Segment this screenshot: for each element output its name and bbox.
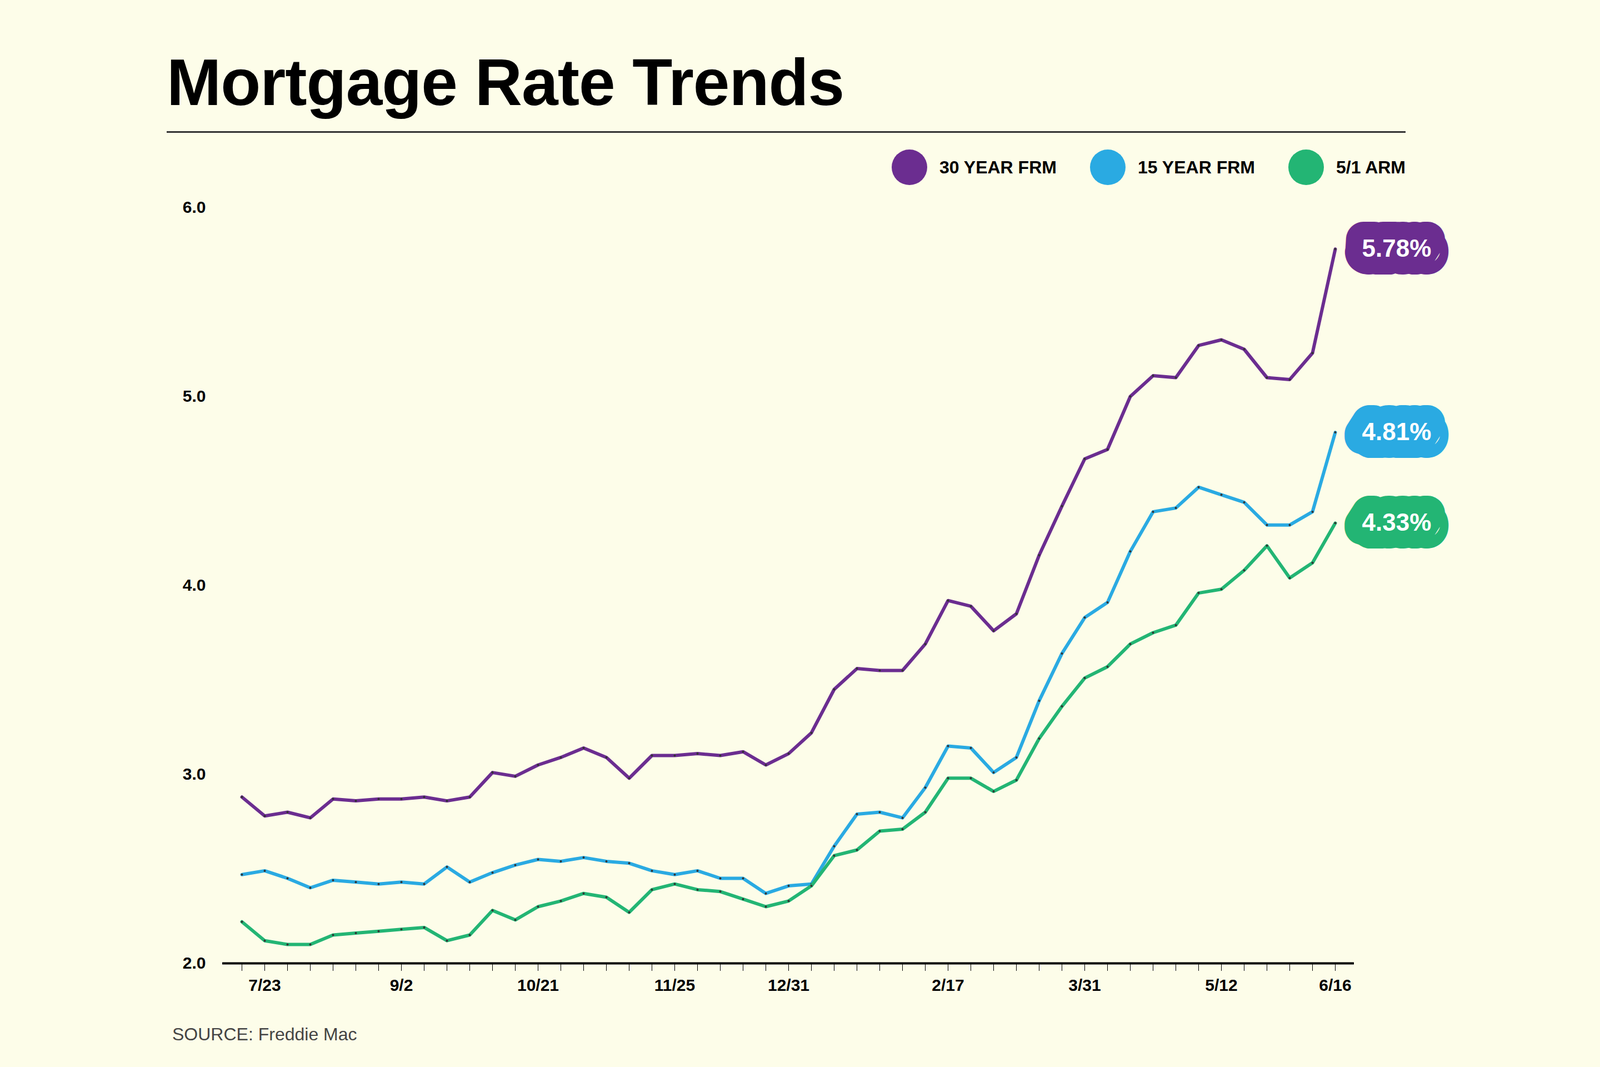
svg-text:4.0: 4.0 xyxy=(182,575,207,594)
svg-text:7/23: 7/23 xyxy=(248,975,281,994)
html-text:Mortgage Rate Trends: Mortgage Rate Trends xyxy=(166,45,844,119)
svg-text:3/31: 3/31 xyxy=(1068,975,1101,994)
svg-text:4.81%: 4.81% xyxy=(1362,417,1432,445)
svg-text:10/21: 10/21 xyxy=(517,975,559,994)
svg-text:2/17: 2/17 xyxy=(931,975,964,994)
svg-text:4.33%: 4.33% xyxy=(1362,508,1432,536)
svg-text:6.0: 6.0 xyxy=(182,197,207,217)
svg-text:2.0: 2.0 xyxy=(182,953,207,972)
svg-text:11/25: 11/25 xyxy=(654,975,695,994)
svg-text:9/2: 9/2 xyxy=(390,975,414,994)
svg-text:12/31: 12/31 xyxy=(767,975,810,994)
svg-text:5/12: 5/12 xyxy=(1205,975,1238,994)
html-text:15 YEAR FRM: 15 YEAR FRM xyxy=(1137,156,1255,177)
svg-text:6/16: 6/16 xyxy=(1318,975,1352,994)
svg-text:5.0: 5.0 xyxy=(182,386,207,405)
html-text:5/1 ARM: 5/1 ARM xyxy=(1336,156,1406,177)
svg-text:5.78%: 5.78% xyxy=(1362,234,1432,262)
html-text:30 YEAR FRM: 30 YEAR FRM xyxy=(939,156,1057,177)
svg-text:3.0: 3.0 xyxy=(182,764,207,783)
html-text:SOURCE: Freddie Mac: SOURCE: Freddie Mac xyxy=(172,1023,357,1044)
